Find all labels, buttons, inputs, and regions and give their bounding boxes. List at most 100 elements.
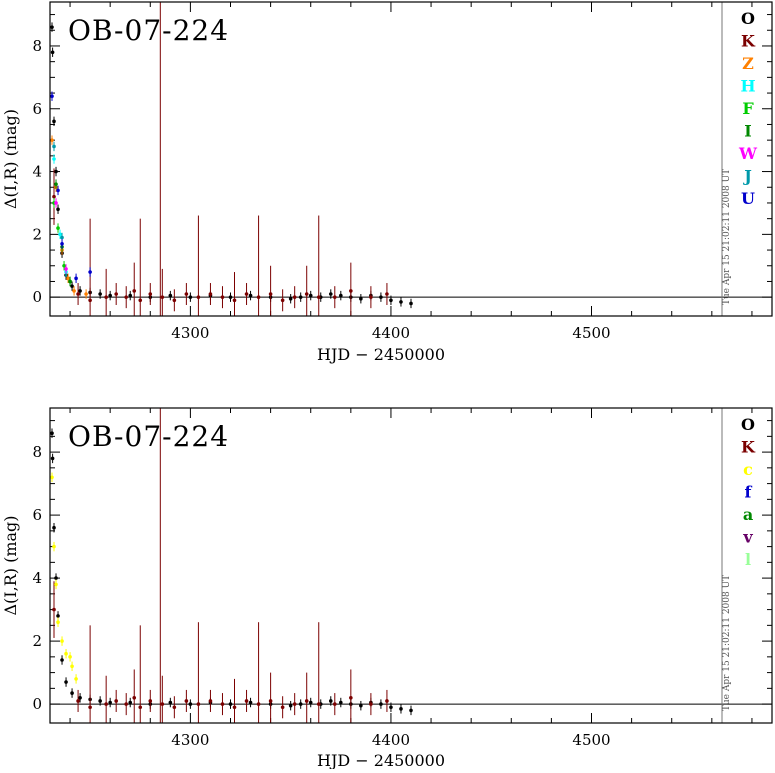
series-W — [54, 198, 68, 274]
series-Z — [50, 135, 88, 299]
data-point — [52, 157, 56, 161]
data-point — [52, 144, 56, 149]
data-point — [228, 702, 233, 706]
chart-title: OB-07-224 — [68, 420, 229, 453]
data-point — [316, 702, 321, 706]
data-point — [308, 700, 313, 705]
data-point — [138, 705, 143, 710]
chart-panel-1: 4300 4400 4500 0 2 4 6 8 HJD − 2450000 Δ(I,R) (ma… — [1, 1, 773, 364]
y-tick-label: 2 — [32, 632, 42, 650]
legend-entry-O: O — [741, 9, 755, 28]
data-point — [328, 292, 333, 296]
data-point — [228, 295, 233, 299]
data-point — [50, 25, 54, 29]
chart-panel-2: 4300 4400 4500 0 2 4 6 8 HJD − 2450000 Δ(I,R) (ma… — [1, 407, 773, 770]
data-point — [168, 700, 173, 705]
data-point — [168, 293, 173, 298]
data-point — [160, 702, 165, 706]
data-point — [64, 267, 68, 271]
legend-entry-f: f — [745, 483, 753, 502]
data-point — [70, 691, 74, 695]
data-point — [68, 655, 72, 659]
data-point — [304, 292, 309, 296]
legend-entry-l: l — [745, 550, 751, 569]
data-point — [349, 289, 353, 293]
data-point — [184, 292, 189, 296]
data-point — [292, 295, 297, 299]
data-point — [56, 226, 60, 230]
y-tick-label: 4 — [32, 569, 42, 587]
data-point — [88, 298, 92, 303]
data-point — [64, 680, 68, 684]
data-point — [108, 293, 112, 298]
data-point — [379, 295, 383, 299]
y-axis-label: Δ(I,R) (mag) — [1, 515, 20, 615]
data-point — [256, 702, 261, 706]
chart-title: OB-07-224 — [68, 14, 229, 47]
data-point — [298, 295, 303, 299]
x-tick-label: 4400 — [372, 731, 410, 749]
data-point — [70, 284, 74, 288]
data-point — [188, 702, 193, 706]
data-point — [108, 700, 112, 705]
data-point — [232, 298, 237, 303]
data-point — [339, 700, 343, 705]
x-axis-label: HJD − 2450000 — [317, 345, 445, 364]
data-point — [132, 289, 137, 293]
data-point — [74, 677, 78, 681]
data-point — [54, 576, 58, 580]
data-point — [50, 431, 54, 436]
series-O — [50, 22, 413, 309]
series-K — [52, 581, 389, 723]
data-point — [114, 292, 118, 296]
plot-frame — [49, 407, 773, 724]
data-point — [70, 664, 74, 669]
data-point — [328, 699, 333, 703]
data-point — [244, 292, 249, 296]
y-axis-label: Δ(I,R) (mag) — [1, 109, 20, 209]
data-point — [52, 525, 56, 530]
x-tick-label: 4300 — [171, 731, 209, 749]
series-U — [50, 91, 92, 284]
data-point — [64, 651, 68, 656]
data-point — [50, 456, 55, 461]
data-point — [60, 235, 64, 240]
data-point — [369, 295, 373, 299]
data-point — [409, 301, 413, 306]
data-point — [379, 702, 383, 706]
data-point — [104, 702, 108, 706]
data-point — [56, 620, 60, 624]
data-point — [60, 639, 64, 643]
legend-entry-H: H — [740, 77, 755, 96]
data-point — [359, 296, 363, 301]
data-point — [268, 699, 273, 703]
data-point — [62, 263, 66, 268]
data-point — [298, 702, 303, 706]
data-point — [148, 292, 153, 296]
data-point — [385, 292, 389, 296]
data-point — [349, 696, 353, 700]
data-point — [280, 705, 285, 710]
data-point — [50, 475, 54, 480]
data-point — [280, 298, 285, 303]
data-point — [248, 293, 253, 298]
data-point — [409, 708, 413, 713]
legend-entry-c: c — [743, 460, 753, 479]
data-point — [184, 699, 189, 703]
data-point — [232, 705, 237, 710]
data-point — [399, 300, 403, 304]
data-point — [389, 298, 393, 303]
data-point — [244, 699, 249, 703]
legend-entry-Z: Z — [742, 54, 754, 73]
data-point — [104, 295, 108, 299]
data-point — [98, 292, 102, 296]
y-tick-label: 8 — [32, 443, 42, 461]
data-point — [128, 700, 133, 705]
y-tick-label: 0 — [32, 288, 42, 306]
data-point — [196, 295, 201, 299]
data-point — [172, 298, 177, 303]
data-point — [369, 702, 373, 706]
data-point — [60, 241, 64, 246]
data-point — [88, 270, 92, 274]
